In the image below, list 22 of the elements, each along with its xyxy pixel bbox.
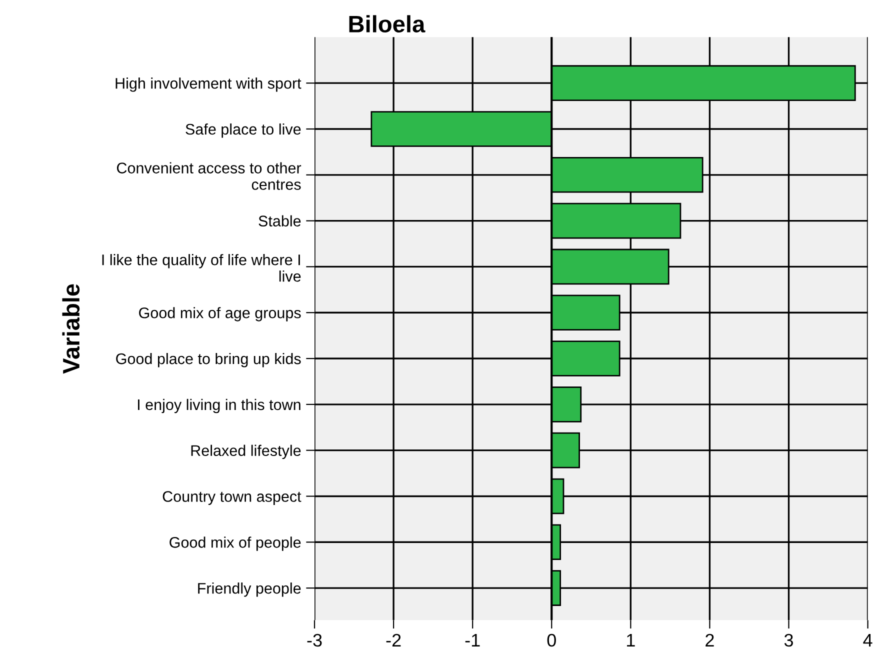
x-tick-label: -1 bbox=[465, 634, 480, 646]
y-tick-label: Convenient access to other centres bbox=[116, 162, 302, 190]
y-tick-label: High involvement with sport bbox=[116, 78, 302, 92]
y-tick-label: Relaxed lifestyle bbox=[191, 444, 301, 460]
x-tick-label: -2 bbox=[386, 634, 401, 646]
x-tick-label: 3 bbox=[784, 634, 793, 647]
y-tick-label: Country town aspect bbox=[162, 491, 302, 505]
y-tick-label: Good place to bring up kids bbox=[116, 352, 301, 368]
chart-title: Biloela bbox=[349, 15, 426, 33]
x-tick-label: 4 bbox=[863, 634, 872, 646]
y-tick-label: Friendly people bbox=[198, 582, 301, 597]
y-tick-label: Good mix of age groups bbox=[139, 307, 301, 322]
y-tick-label: Safe place to live bbox=[186, 123, 301, 138]
y-tick-label: I like the quality of life where I live bbox=[102, 254, 301, 282]
y-tick-label: Stable bbox=[258, 215, 301, 226]
x-tick-label: 1 bbox=[627, 634, 635, 646]
y-tick-label: I enjoy living in this town bbox=[138, 398, 300, 414]
x-tick-label: -3 bbox=[307, 634, 322, 647]
y-axis-title: Variable bbox=[62, 284, 80, 374]
x-tick-label: 2 bbox=[706, 634, 714, 646]
x-tick-label: 0 bbox=[547, 634, 556, 647]
y-tick-label: Good mix of people bbox=[170, 536, 301, 551]
